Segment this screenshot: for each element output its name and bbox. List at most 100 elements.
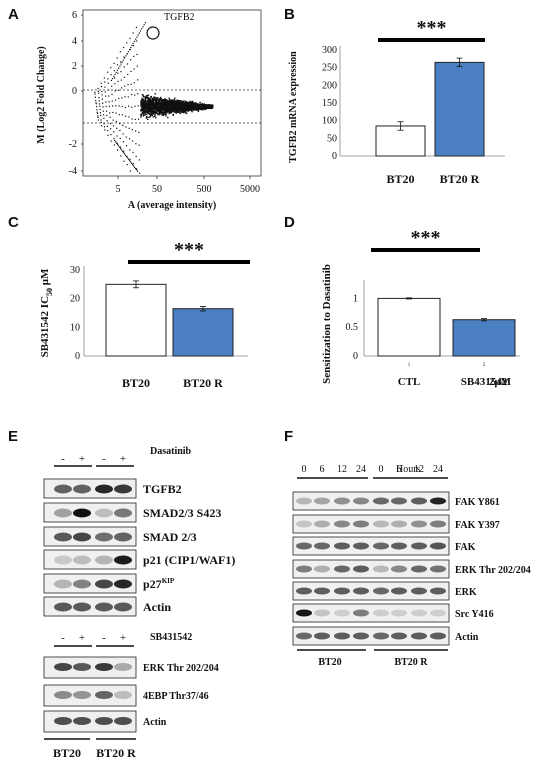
- category-label: CTL: [398, 376, 421, 388]
- blot-row-label: FAK Y397: [455, 520, 500, 531]
- blot-band: [95, 555, 113, 565]
- blot-band: [114, 508, 132, 518]
- blot-band: [353, 542, 369, 550]
- timepoint-label: 6: [320, 464, 325, 475]
- dasatinib-header: - + - + Dasatinib: [54, 446, 192, 467]
- blot-band: [391, 565, 407, 573]
- blot-strip: [292, 491, 450, 511]
- blot-band: [353, 632, 369, 640]
- blot-band: [95, 717, 113, 725]
- timepoint-label: 24: [356, 464, 366, 475]
- f-group-bt20: BT20: [318, 657, 341, 668]
- y-tick-label: 1: [353, 293, 358, 304]
- blot-band: [114, 555, 132, 565]
- panel-letter-f: F: [284, 428, 294, 445]
- category-label: SB431542: [461, 376, 508, 388]
- blot-band: [314, 632, 330, 640]
- blot-band: [334, 632, 350, 640]
- lane-plus-2: +: [120, 453, 126, 465]
- bar-bt20-r: [172, 308, 234, 357]
- ma-x-tick: 50: [152, 184, 162, 195]
- blot-row-label: Src Y416: [455, 609, 494, 620]
- blot-band: [314, 609, 330, 617]
- blot-band: [114, 663, 132, 671]
- timepoint-label: 0: [302, 464, 307, 475]
- f-group-bt20r: BT20 R: [394, 657, 428, 668]
- blot-band: [373, 587, 389, 595]
- blot-band: [391, 632, 407, 640]
- category-label: BT20: [386, 172, 414, 186]
- blot-band: [73, 691, 91, 699]
- blot-band: [411, 542, 427, 550]
- blot-band: [95, 579, 113, 589]
- ma-x-tick: 5: [116, 184, 121, 195]
- blot-strip: [43, 573, 137, 594]
- y-tick-label: 10: [70, 322, 80, 333]
- category-label: BT20: [122, 376, 150, 390]
- timepoint-label: 24: [433, 464, 443, 475]
- ma-x-tick: 500: [197, 184, 212, 195]
- blot-band: [391, 520, 407, 528]
- blot-row-label: ERK: [455, 587, 477, 598]
- panel-letter-c: C: [8, 214, 19, 231]
- ma-y-axis-label: M (Log2 Fold Change): [36, 46, 47, 144]
- blot-band: [95, 484, 113, 494]
- lane-plus-3: +: [79, 632, 85, 644]
- blot-band: [296, 609, 312, 617]
- blot-band: [430, 497, 446, 505]
- blot-band: [353, 587, 369, 595]
- ma-x-tick: 5000: [240, 184, 260, 195]
- y-axis-label: Sensitization to Dasatinib: [321, 264, 333, 384]
- blot-band: [334, 542, 350, 550]
- y-axis-label: SB431542 IC50 μM: [39, 268, 54, 357]
- blot-strip: [292, 581, 450, 601]
- blot-band: [334, 565, 350, 573]
- blot-band: [430, 632, 446, 640]
- y-tick-label: 0: [332, 151, 337, 162]
- blot-band: [54, 555, 72, 565]
- significance-stars: ***: [417, 17, 447, 39]
- y-tick-label: 100: [322, 116, 337, 127]
- blot-row-label: TGFB2: [143, 482, 182, 496]
- ma-plot-frame: [82, 9, 262, 177]
- tgfb2-highlight-circle: [146, 26, 160, 40]
- blot-band: [411, 520, 427, 528]
- blot-row-label: FAK Y861: [455, 497, 500, 508]
- blot-band: [54, 532, 72, 542]
- blot-band: [296, 520, 312, 528]
- bar-bt20: [375, 125, 426, 157]
- blot-row-label: FAK: [455, 542, 476, 553]
- category-label: BT20 R: [183, 376, 223, 390]
- blot-strip: [292, 514, 450, 534]
- blot-band: [73, 602, 91, 612]
- blot-band: [95, 532, 113, 542]
- blot-band: [373, 632, 389, 640]
- x-tick-mark: 1: [408, 363, 411, 368]
- blot-band: [411, 565, 427, 573]
- blot-band: [430, 520, 446, 528]
- blot-strip: [292, 559, 450, 579]
- blot-band: [373, 609, 389, 617]
- blot-band: [54, 691, 72, 699]
- lane-plus-1: +: [79, 453, 85, 465]
- timepoint-label: 0: [379, 464, 384, 475]
- blot-band: [314, 542, 330, 550]
- blot-band: [353, 609, 369, 617]
- blot-band: [54, 602, 72, 612]
- blot-band: [430, 587, 446, 595]
- ma-y-tick: 6: [72, 10, 77, 21]
- blot-band: [114, 484, 132, 494]
- timepoint-label: 6: [397, 464, 402, 475]
- sb431542-header: - + - + SB431542: [54, 632, 192, 647]
- ma-y-tick: 0: [72, 86, 77, 97]
- significance-stars: ***: [411, 227, 441, 249]
- lane-minus-3: -: [61, 632, 65, 644]
- y-tick-label: 150: [322, 98, 337, 109]
- bar-bt20-r: [434, 61, 485, 157]
- panel-letter-b: B: [284, 6, 295, 23]
- blot-band: [391, 542, 407, 550]
- blot-band: [314, 520, 330, 528]
